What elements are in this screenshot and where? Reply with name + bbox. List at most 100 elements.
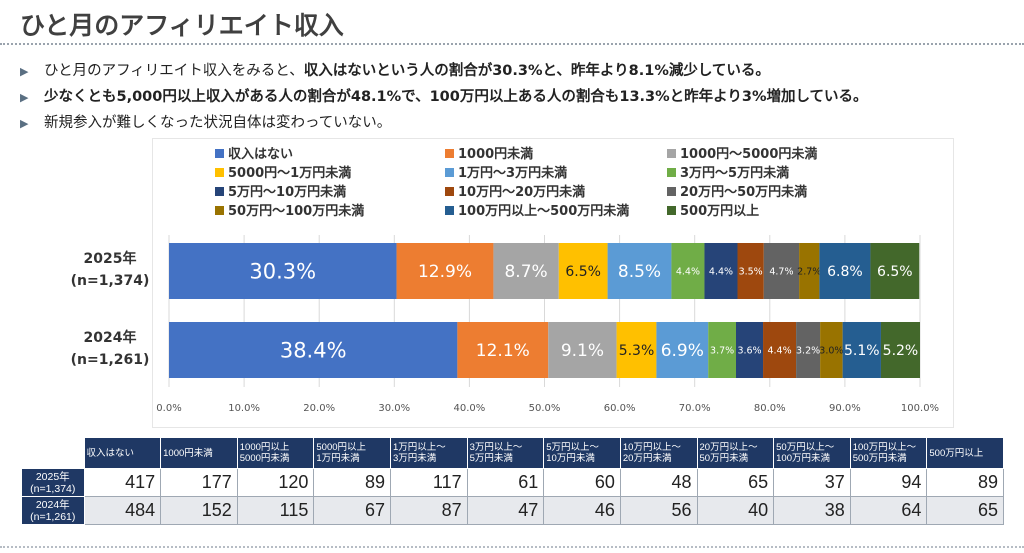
bar-segment bbox=[704, 243, 738, 299]
table-cell: 417 bbox=[83, 468, 162, 497]
table-row-label: 2025年 (n=1,374) bbox=[21, 468, 85, 497]
x-tick-label: 100.0% bbox=[901, 403, 939, 414]
data-label: 6.5% bbox=[565, 264, 601, 280]
table-header-cell: 収入はない bbox=[83, 437, 162, 469]
data-label: 12.1% bbox=[476, 341, 530, 361]
data-label: 4.4% bbox=[676, 266, 700, 277]
bar-segment bbox=[708, 322, 737, 378]
legend-label: 1万円～3万円未満 bbox=[458, 165, 567, 181]
category-label-line: (n=1,374) bbox=[70, 273, 150, 289]
bullet-triangle-icon: ▶ bbox=[20, 65, 29, 78]
bar-segment bbox=[820, 322, 843, 378]
table-header-cell: 1000円以上 5000円未満 bbox=[236, 437, 315, 469]
data-label: 3.5% bbox=[739, 266, 763, 277]
data-label: 3.2% bbox=[796, 345, 820, 356]
category-label-line: 2025年 bbox=[83, 251, 137, 267]
data-label: 9.1% bbox=[561, 341, 604, 361]
data-label: 4.4% bbox=[709, 266, 733, 277]
x-tick-label: 0.0% bbox=[156, 403, 181, 414]
table-cell: 89 bbox=[926, 468, 1004, 497]
legend-swatch bbox=[667, 149, 676, 158]
legend-swatch bbox=[215, 168, 224, 177]
table-body: 2025年 (n=1,374) 417 177 120 89 117 61 60 48 65 37 9… bbox=[21, 468, 1004, 525]
table-cell: 120 bbox=[236, 468, 315, 497]
legend-label: 500万円以上 bbox=[680, 204, 759, 219]
legend-swatch bbox=[667, 168, 676, 177]
legend-label: 5000円～1万円未満 bbox=[228, 165, 351, 181]
category-label: 2025年 (n=1,374) bbox=[60, 248, 160, 292]
data-label: 38.4% bbox=[280, 339, 347, 363]
legend-label: 100万円以上～500万円未満 bbox=[458, 203, 629, 219]
data-label: 8.7% bbox=[504, 262, 547, 282]
table-cell: 89 bbox=[313, 468, 391, 497]
bar-segment bbox=[616, 322, 657, 378]
legend-label: 1000円～5000円未満 bbox=[680, 146, 817, 162]
data-label: 8.5% bbox=[618, 262, 661, 282]
table-header-cell: 1万円以上～ 3万円未満 bbox=[390, 437, 468, 469]
legend-label: 3万円～5万円未満 bbox=[680, 165, 789, 181]
x-tick-label: 70.0% bbox=[679, 403, 711, 414]
x-tick-label: 30.0% bbox=[378, 403, 410, 414]
bar-segment bbox=[880, 322, 920, 378]
table-cell: 177 bbox=[160, 468, 238, 497]
x-tick-label: 90.0% bbox=[829, 403, 861, 414]
table-row: 2024年 (n=1,261) 484 152 115 67 87 47 46 56 40 38 64… bbox=[21, 496, 1004, 525]
legend-swatch bbox=[667, 206, 676, 215]
legend-swatch bbox=[215, 149, 224, 158]
bar-segment bbox=[842, 322, 881, 378]
table-corner bbox=[21, 437, 84, 469]
page-title: ひと月のアフィリエイト収入 bbox=[20, 11, 344, 40]
bar-segment bbox=[169, 243, 397, 299]
title-divider bbox=[0, 43, 1024, 45]
bar-segment bbox=[607, 243, 672, 299]
table-cell: 64 bbox=[849, 496, 928, 525]
bullet-1-bold: 収入はないという人の割合が30.3%と、昨年より8.1%減少している。 bbox=[303, 63, 770, 79]
bar-segment bbox=[737, 243, 764, 299]
bullet-2: ▶ 少なくとも5,000円以上収入がある人の割合が48.1%で、100万円以上あ… bbox=[20, 85, 868, 106]
bar-segment bbox=[796, 322, 821, 378]
bullet-triangle-icon: ▶ bbox=[20, 117, 29, 130]
bar-segment bbox=[548, 322, 617, 378]
table-header-cell: 3万円以上～ 5万円未満 bbox=[466, 437, 545, 469]
chart-panel: 収入はない 1000円未満 1000円～5000円未満 5000円～1万円未満 1万円～… bbox=[152, 138, 954, 428]
stacked-bar-chart: 収入はない 1000円未満 1000円～5000円未満 5000円～1万円未満 1万円～… bbox=[156, 146, 939, 414]
table-header-cell: 10万円以上～ 20万円未満 bbox=[619, 437, 698, 469]
category-label-line: 2024年 bbox=[83, 330, 137, 346]
data-label: 5.1% bbox=[844, 343, 880, 359]
bar-segment bbox=[558, 243, 608, 299]
data-label: 3.6% bbox=[737, 345, 761, 356]
x-tick-label: 40.0% bbox=[454, 403, 486, 414]
table-row: 2025年 (n=1,374) 417 177 120 89 117 61 60 48 65 37 9… bbox=[21, 468, 1004, 497]
bar-segment bbox=[396, 243, 494, 299]
x-tick-label: 10.0% bbox=[228, 403, 260, 414]
bullet-1: ▶ ひと月のアフィリエイト収入をみると、 収入はないという人の割合が30.3%と、… bbox=[20, 59, 770, 80]
data-label: 3.7% bbox=[710, 345, 734, 356]
table-cell: 115 bbox=[236, 496, 315, 525]
data-label: 5.3% bbox=[619, 343, 655, 359]
table-cell: 38 bbox=[773, 496, 851, 525]
table-cell: 37 bbox=[773, 468, 851, 497]
bar-segment bbox=[457, 322, 549, 378]
data-label: 12.9% bbox=[418, 262, 472, 282]
table-cell: 48 bbox=[619, 468, 698, 497]
table-cell: 46 bbox=[543, 496, 621, 525]
bar-segment bbox=[799, 243, 820, 299]
bar-segment bbox=[656, 322, 709, 378]
category-label: 2024年 (n=1,261) bbox=[60, 327, 160, 371]
table-cell: 47 bbox=[466, 496, 545, 525]
table-cell: 484 bbox=[83, 496, 162, 525]
table-header-cell: 50万円以上～ 100万円未満 bbox=[773, 437, 851, 469]
table-cell: 61 bbox=[466, 468, 545, 497]
legend-swatch bbox=[215, 187, 224, 196]
table-cell: 87 bbox=[390, 496, 468, 525]
table-header-row: 収入はない 1000円未満 1000円以上 5000円未満 5000円以上 1万円未満… bbox=[21, 437, 1004, 469]
legend-label: 50万円～100万円未満 bbox=[228, 203, 364, 219]
table-header-cell: 1000円未満 bbox=[160, 437, 238, 469]
bar-segment bbox=[763, 322, 797, 378]
table-row-label: 2024年 (n=1,261) bbox=[21, 496, 85, 525]
table-cell: 56 bbox=[619, 496, 698, 525]
bar-segment bbox=[819, 243, 871, 299]
legend-swatch bbox=[445, 149, 454, 158]
table-cell: 60 bbox=[543, 468, 621, 497]
table-header-cell: 5000円以上 1万円未満 bbox=[313, 437, 391, 469]
